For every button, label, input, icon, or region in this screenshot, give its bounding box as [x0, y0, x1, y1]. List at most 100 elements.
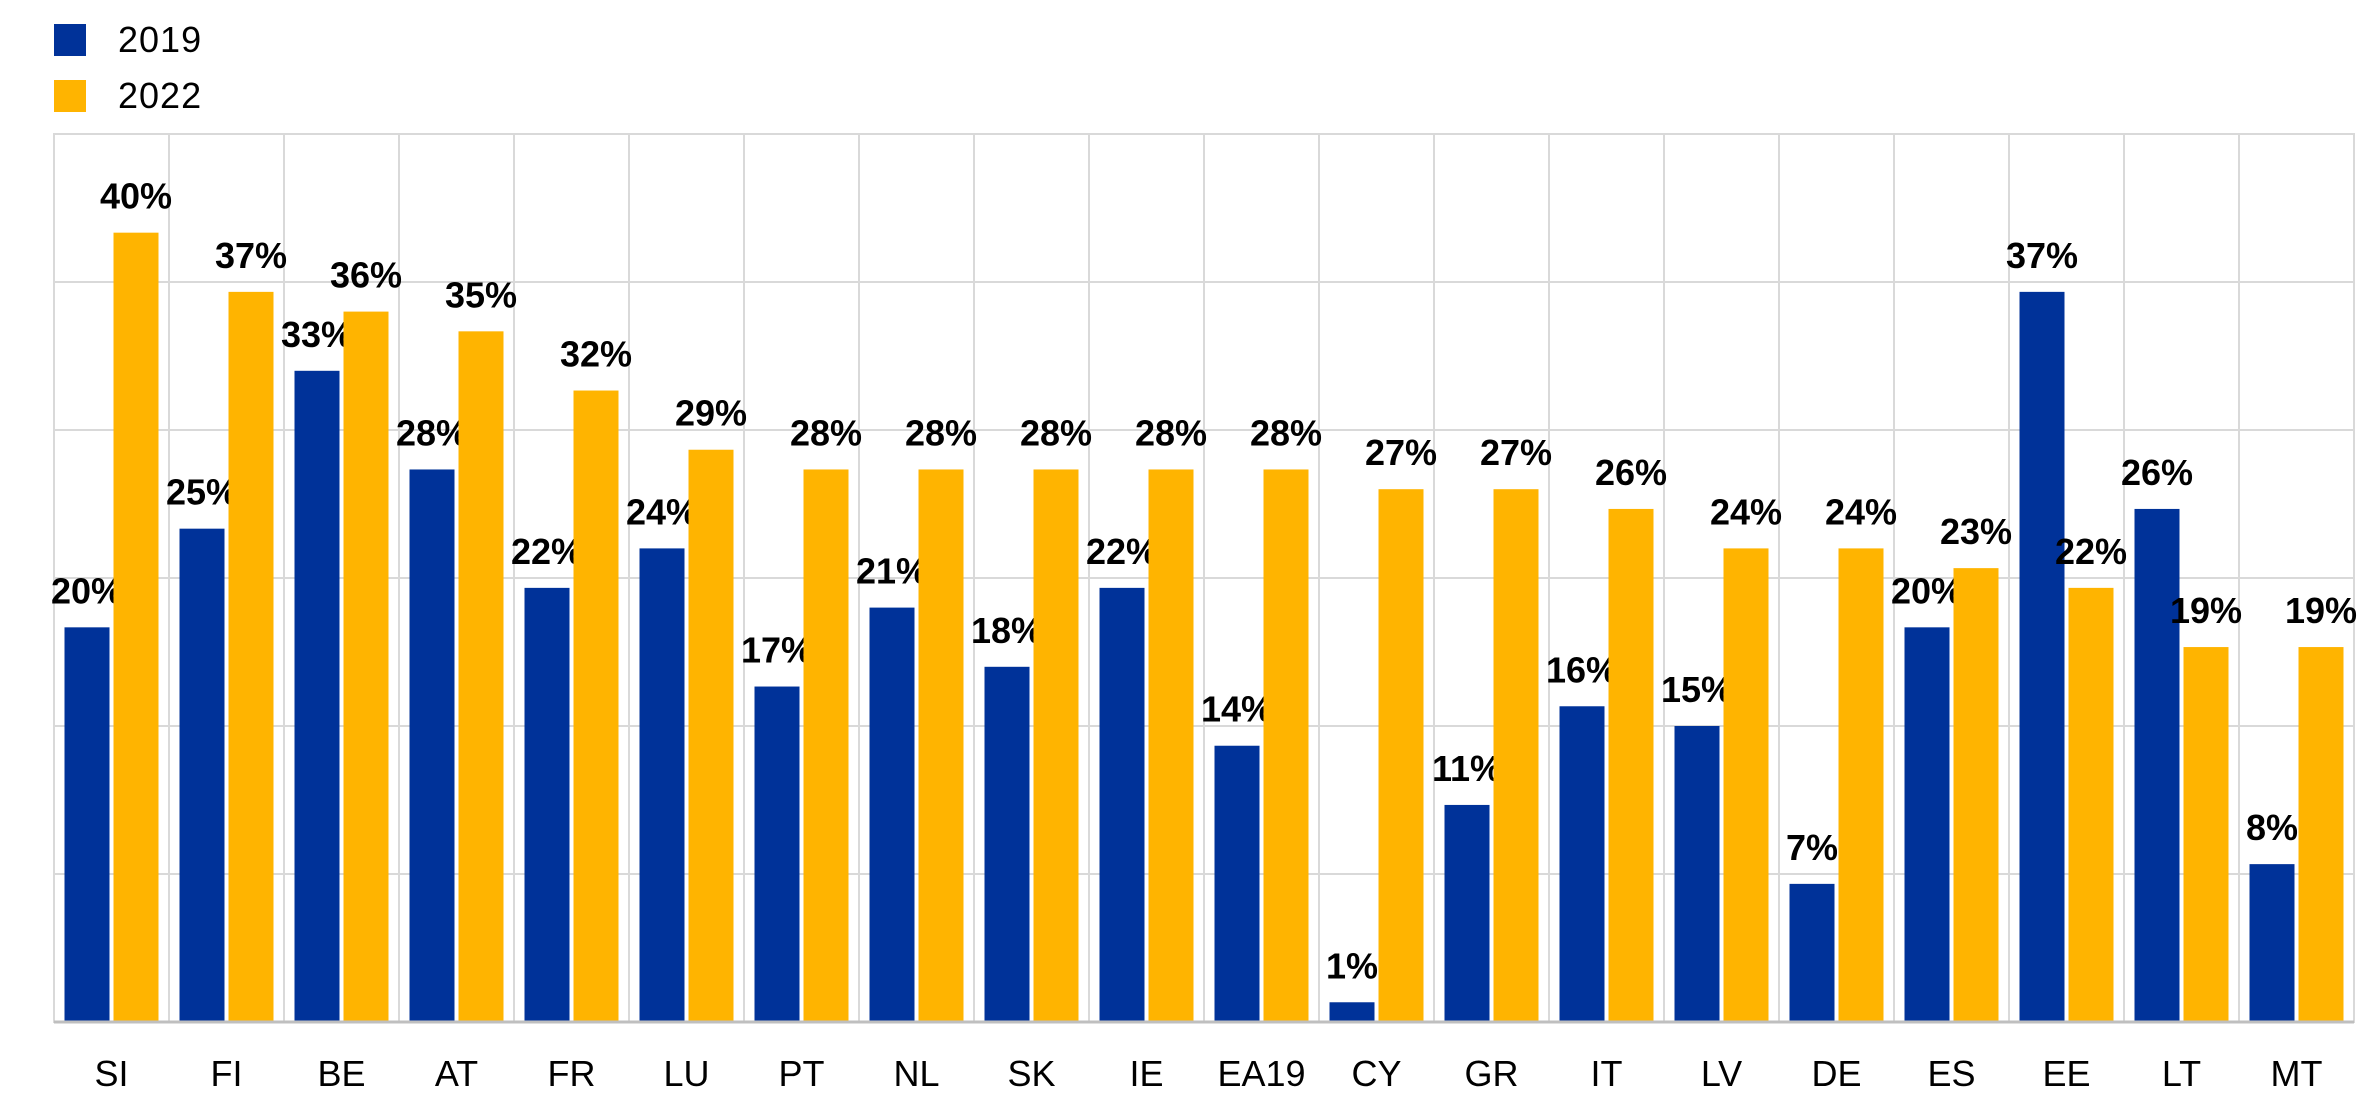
bar-2019-FR [524, 587, 570, 1022]
data-label-2019-NL: 21% [856, 551, 928, 592]
legend-swatch-2022 [54, 80, 86, 112]
data-label-2022-EA19: 28% [1250, 412, 1322, 453]
data-label-2019-DE: 7% [1786, 827, 1838, 868]
data-label-2019-SI: 20% [51, 570, 123, 611]
bar-2022-CY [1378, 489, 1424, 1022]
data-label-2022-ES: 23% [1940, 511, 2012, 552]
bar-2019-GR [1444, 804, 1490, 1022]
bar-2022-IT [1608, 508, 1654, 1022]
x-tick-label-SI: SI [94, 1053, 128, 1094]
bar-2019-EA19 [1214, 745, 1260, 1022]
bar-2019-AT [409, 469, 455, 1022]
bar-2019-NL [869, 607, 915, 1022]
data-label-2022-GR: 27% [1480, 432, 1552, 473]
bar-2022-ES [1953, 568, 1999, 1022]
data-label-2019-EA19: 14% [1201, 689, 1273, 730]
data-label-2019-IE: 22% [1086, 531, 1158, 572]
bar-2022-EA19 [1263, 469, 1309, 1022]
data-label-2019-FI: 25% [166, 472, 238, 513]
data-label-2019-MT: 8% [2246, 807, 2298, 848]
data-label-2019-BE: 33% [281, 314, 353, 355]
data-label-2022-AT: 35% [445, 274, 517, 315]
data-label-2022-MT: 19% [2285, 590, 2357, 631]
data-label-2022-EE: 22% [2055, 531, 2127, 572]
x-tick-label-SK: SK [1007, 1053, 1055, 1094]
data-label-2019-ES: 20% [1891, 570, 1963, 611]
bar-2022-SI [113, 232, 159, 1022]
data-label-2019-IT: 16% [1546, 649, 1618, 690]
bar-2019-ES [1904, 627, 1950, 1022]
bar-2022-PT [803, 469, 849, 1022]
legend-swatch-2019 [54, 24, 86, 56]
bar-2019-FI [179, 528, 225, 1022]
legend-label-2022: 2022 [118, 75, 203, 116]
x-tick-label-FI: FI [211, 1053, 243, 1094]
x-tick-label-CY: CY [1351, 1053, 1401, 1094]
bar-2022-MT [2298, 647, 2344, 1022]
data-label-2022-SK: 28% [1020, 412, 1092, 453]
bar-2019-CY [1329, 1002, 1375, 1022]
data-label-2022-FI: 37% [215, 235, 287, 276]
x-tick-label-IE: IE [1129, 1053, 1163, 1094]
data-label-2022-LT: 19% [2170, 590, 2242, 631]
data-label-2019-PT: 17% [741, 630, 813, 671]
bar-2022-DE [1838, 548, 1884, 1022]
x-tick-label-GR: GR [1465, 1053, 1519, 1094]
x-tick-label-PT: PT [778, 1053, 824, 1094]
data-label-2022-LU: 29% [675, 393, 747, 434]
x-tick-label-BE: BE [317, 1053, 365, 1094]
data-label-2019-SK: 18% [971, 610, 1043, 651]
data-label-2022-CY: 27% [1365, 432, 1437, 473]
bar-2022-NL [918, 469, 964, 1022]
data-label-2022-NL: 28% [905, 412, 977, 453]
data-label-2019-LU: 24% [626, 491, 698, 532]
data-label-2019-LT: 26% [2121, 452, 2193, 493]
bar-2019-LU [639, 548, 685, 1022]
x-tick-label-ES: ES [1927, 1053, 1975, 1094]
bar-2022-FR [573, 390, 619, 1022]
x-tick-label-EA19: EA19 [1217, 1053, 1305, 1094]
data-label-2019-FR: 22% [511, 531, 583, 572]
bar-2019-SI [64, 627, 110, 1022]
x-tick-label-LU: LU [663, 1053, 709, 1094]
data-label-2022-LV: 24% [1710, 491, 1782, 532]
bar-2022-GR [1493, 489, 1539, 1022]
bar-2022-BE [343, 311, 389, 1023]
bar-2022-IE [1148, 469, 1194, 1022]
bar-2019-PT [754, 686, 800, 1022]
bar-2019-LT [2134, 508, 2180, 1022]
bar-2019-BE [294, 370, 340, 1022]
bar-2019-IT [1559, 706, 1605, 1022]
data-label-2022-FR: 32% [560, 334, 632, 375]
bar-2022-EE [2068, 587, 2114, 1022]
bar-2019-MT [2249, 864, 2295, 1022]
data-label-2019-GR: 11% [1432, 748, 1502, 789]
x-tick-label-AT: AT [435, 1053, 478, 1094]
legend-item-2022: 2022 [54, 68, 202, 124]
x-tick-label-LV: LV [1701, 1053, 1742, 1094]
x-tick-label-EE: EE [2042, 1053, 2090, 1094]
data-label-2022-PT: 28% [790, 412, 862, 453]
data-label-2022-SI: 40% [100, 176, 172, 217]
data-label-2019-AT: 28% [396, 412, 468, 453]
x-tick-label-IT: IT [1591, 1053, 1623, 1094]
data-label-2019-LV: 15% [1661, 669, 1733, 710]
data-label-2019-EE: 37% [2006, 235, 2078, 276]
data-label-2022-DE: 24% [1825, 491, 1897, 532]
data-label-2022-BE: 36% [330, 255, 402, 296]
bar-2022-LU [688, 449, 734, 1022]
legend: 2019 2022 [54, 12, 202, 124]
bar-2022-SK [1033, 469, 1079, 1022]
bar-2019-DE [1789, 883, 1835, 1022]
legend-item-2019: 2019 [54, 12, 202, 68]
bar-2022-FI [228, 291, 274, 1022]
bar-2019-EE [2019, 291, 2065, 1022]
bar-2019-IE [1099, 587, 1145, 1022]
data-label-2019-CY: 1% [1326, 945, 1378, 986]
bar-2022-AT [458, 331, 504, 1022]
data-label-2022-IE: 28% [1135, 412, 1207, 453]
x-tick-label-MT: MT [2271, 1053, 2323, 1094]
x-tick-label-LT: LT [2162, 1053, 2201, 1094]
bar-2022-LT [2183, 647, 2229, 1022]
